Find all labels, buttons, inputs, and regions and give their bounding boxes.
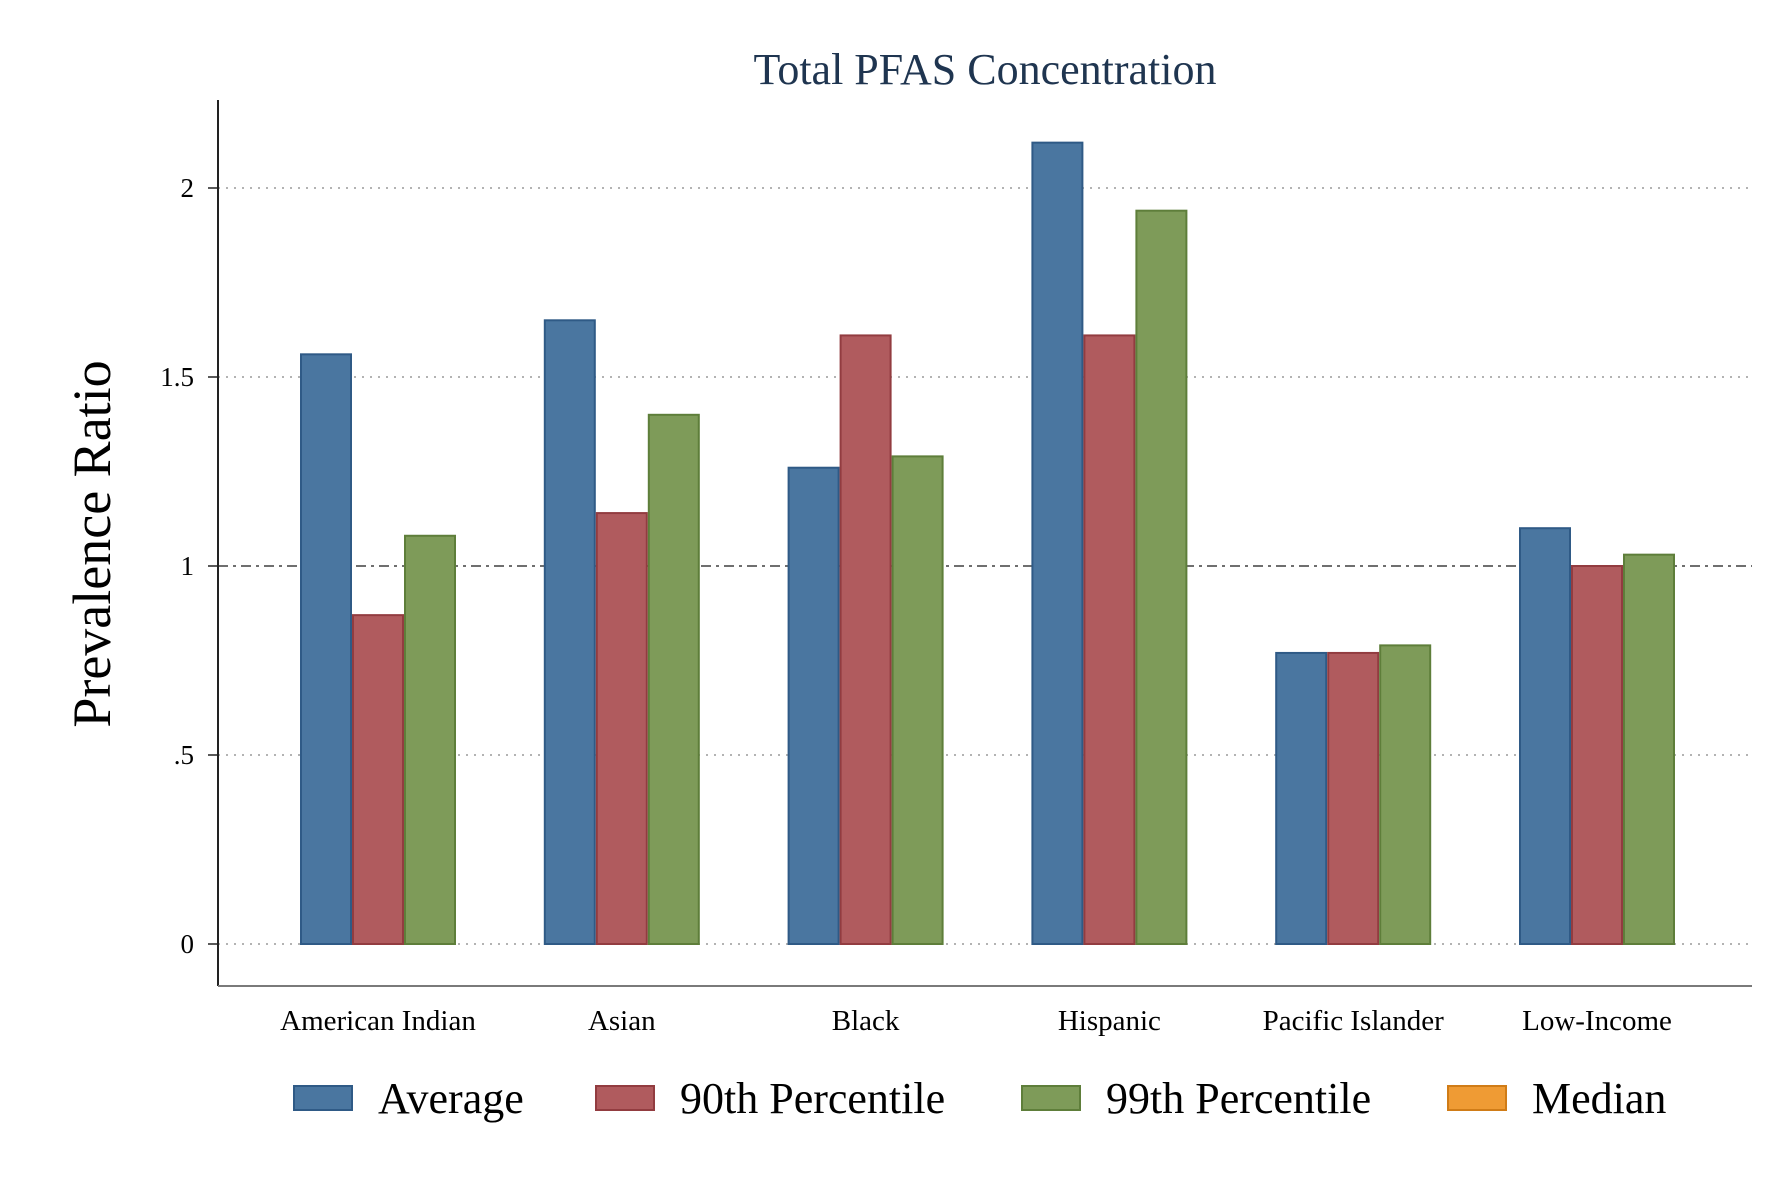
x-tick-label-0: American Indian — [280, 1005, 476, 1037]
bar-90th-percentile-hispanic — [1083, 334, 1136, 946]
y-tick-label-1: .5 — [174, 740, 194, 770]
x-tick-label-5: Low-Income — [1522, 1005, 1672, 1037]
bar-99th-percentile-low-income — [1623, 553, 1675, 945]
bar-99th-percentile-black — [891, 455, 944, 945]
bar-90th-percentile-low-income — [1571, 565, 1623, 945]
y-tick-label-2: 1 — [181, 551, 195, 581]
bar-90th-percentile-american-indian — [352, 614, 404, 945]
x-tick-labels: American Indian Asian Black Hispanic Pacific… — [280, 1005, 1672, 1037]
bars — [300, 141, 1675, 946]
legend-swatch-3 — [1447, 1085, 1507, 1111]
y-tick-label-4: 2 — [181, 173, 195, 203]
x-tick-label-1: Asian — [588, 1005, 656, 1037]
y-axis-title: Prevalence Ratio — [62, 360, 122, 727]
bar-average-hispanic — [1031, 141, 1084, 945]
x-tick-label-2: Black — [832, 1005, 900, 1037]
legend-swatch-2 — [1021, 1085, 1081, 1111]
bar-99th-percentile-american-indian — [404, 534, 456, 945]
bar-average-low-income — [1519, 527, 1571, 945]
bar-90th-percentile-asian — [595, 512, 648, 946]
legend-label-0: Average — [378, 1074, 524, 1123]
x-tick-label-4: Pacific Islander — [1263, 1005, 1445, 1037]
bar-average-black — [787, 466, 840, 945]
bar-90th-percentile-pacific-islander — [1327, 651, 1380, 945]
bar-average-asian — [543, 319, 596, 945]
bar-99th-percentile-pacific-islander — [1379, 644, 1432, 945]
bar-99th-percentile-hispanic — [1135, 209, 1188, 945]
y-tick-label-0: 0 — [181, 929, 195, 959]
y-tick-label-3: 1.5 — [160, 362, 194, 392]
legend-label-3: Median — [1532, 1074, 1666, 1123]
bar-average-american-indian — [300, 353, 352, 945]
bar-99th-percentile-asian — [647, 413, 700, 945]
bar-average-pacific-islander — [1275, 651, 1328, 945]
legend: Average 90th Percentile 99th Percentile Med… — [293, 1074, 1666, 1123]
legend-label-1: 90th Percentile — [680, 1074, 945, 1123]
axes — [208, 100, 1752, 987]
bar-90th-percentile-black — [839, 334, 892, 946]
x-tick-label-3: Hispanic — [1058, 1005, 1161, 1037]
legend-label-2: 99th Percentile — [1106, 1074, 1371, 1123]
legend-swatch-0 — [293, 1085, 353, 1111]
y-tick-labels: 0 .5 1 1.5 2 — [160, 173, 194, 959]
chart-title: Total PFAS Concentration — [754, 45, 1217, 94]
legend-swatch-1 — [595, 1085, 655, 1111]
